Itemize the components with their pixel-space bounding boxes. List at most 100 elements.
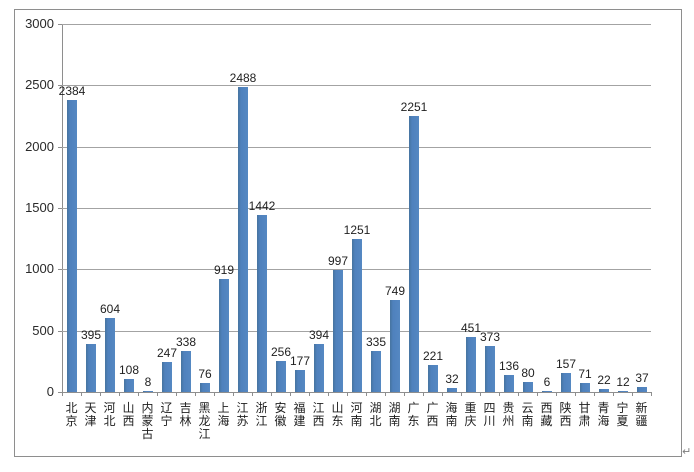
bar-湖北[interactable] [371,351,381,392]
bar-广东[interactable] [409,116,419,392]
bar-value-label: 8 [144,375,152,389]
x-axis-label: 甘 肃 [578,401,591,428]
x-axis-label: 浙 江 [255,401,268,428]
x-axis-tick [214,392,215,396]
x-axis-tick [651,392,652,396]
x-axis-label: 天 津 [84,401,97,428]
x-axis-label: 吉 林 [179,401,192,428]
x-axis-label: 江 苏 [236,401,249,428]
y-axis-tick [58,208,62,209]
bar-value-label: 1251 [343,223,371,237]
x-axis-label: 山 西 [122,401,135,428]
bar-四川[interactable] [485,346,495,392]
y-axis-label: 0 [46,384,54,399]
bar-value-label: 604 [99,302,121,316]
x-axis-label: 新 疆 [635,401,648,428]
bar-海南[interactable] [447,388,457,392]
x-axis-tick [461,392,462,396]
y-axis-tick [58,269,62,270]
bar-福建[interactable] [295,370,305,392]
bar-value-label: 108 [118,363,140,377]
bar-云南[interactable] [523,382,533,392]
x-axis-tick [290,392,291,396]
bar-吉林[interactable] [181,351,191,392]
y-axis-label: 1500 [25,200,54,215]
bar-新疆[interactable] [637,387,647,392]
bar-内蒙古[interactable] [143,391,153,392]
bar-浙江[interactable] [257,215,267,392]
bar-重庆[interactable] [466,337,476,392]
x-axis-tick [328,392,329,396]
x-axis-label: 湖 北 [369,401,382,428]
bar-上海[interactable] [219,279,229,392]
y-axis-label: 500 [32,323,54,338]
x-axis-tick [195,392,196,396]
gridline [62,24,651,25]
bar-天津[interactable] [86,344,96,392]
bar-value-label: 22 [597,373,611,387]
y-axis-label: 2000 [25,139,54,154]
bar-value-label: 221 [422,349,444,363]
bar-value-label: 71 [578,367,592,381]
x-axis-tick [518,392,519,396]
x-axis-tick [81,392,82,396]
x-axis-label: 广 西 [426,401,439,428]
x-axis-tick [613,392,614,396]
bar-陕西[interactable] [561,373,571,392]
bar-贵州[interactable] [504,375,514,392]
bar-黑龙江[interactable] [200,383,210,392]
x-axis-tick [556,392,557,396]
bar-北京[interactable] [67,100,77,392]
y-axis-label: 1000 [25,261,54,276]
bar-value-label: 32 [445,372,459,386]
bar-湖南[interactable] [390,300,400,392]
bar-甘肃[interactable] [580,383,590,392]
x-axis-label: 上 海 [217,401,230,428]
bar-value-label: 247 [156,346,178,360]
bar-value-label: 338 [175,335,197,349]
bar-安徽[interactable] [276,361,286,392]
x-axis-label: 福 建 [293,401,306,428]
y-axis-label: 3000 [25,16,54,31]
bar-value-label: 373 [479,330,501,344]
x-axis-tick [575,392,576,396]
bar-西藏[interactable] [542,391,552,392]
bar-山东[interactable] [333,270,343,392]
bar-value-label: 37 [635,371,649,385]
x-axis-label: 湖 南 [388,401,401,428]
x-axis-label: 安 徽 [274,401,287,428]
bar-河南[interactable] [352,239,362,392]
x-axis-tick [404,392,405,396]
x-axis-label: 西 藏 [540,401,553,428]
x-axis-label: 四 川 [483,401,496,428]
bar-value-label: 997 [327,254,349,268]
x-axis-tick [309,392,310,396]
x-axis-label: 江 西 [312,401,325,428]
gridline [62,147,651,148]
bar-江苏[interactable] [238,87,248,392]
bar-value-label: 80 [521,366,535,380]
x-axis-tick [594,392,595,396]
bar-value-label: 6 [543,375,551,389]
chart-object[interactable]: 0 500 1000 1500 2000 2500 3000 2384 北 京 395 天 津 604… [14,9,682,457]
bar-山西[interactable] [124,379,134,392]
x-axis-label: 内 蒙 古 [141,401,154,441]
bar-value-label: 136 [498,359,520,373]
bar-辽宁[interactable] [162,362,172,392]
y-axis-tick [58,24,62,25]
x-axis-tick [385,392,386,396]
bar-value-label: 2251 [400,100,428,114]
x-axis-label: 宁 夏 [616,401,629,428]
x-axis-tick [442,392,443,396]
y-axis-tick [58,85,62,86]
bar-宁夏[interactable] [618,391,628,392]
bar-江西[interactable] [314,344,324,392]
gridline [62,85,651,86]
bar-河北[interactable] [105,318,115,392]
bar-value-label: 919 [213,263,235,277]
paragraph-mark-icon: ↵ [682,446,692,458]
bar-青海[interactable] [599,389,609,392]
bar-广西[interactable] [428,365,438,392]
x-axis-tick [480,392,481,396]
